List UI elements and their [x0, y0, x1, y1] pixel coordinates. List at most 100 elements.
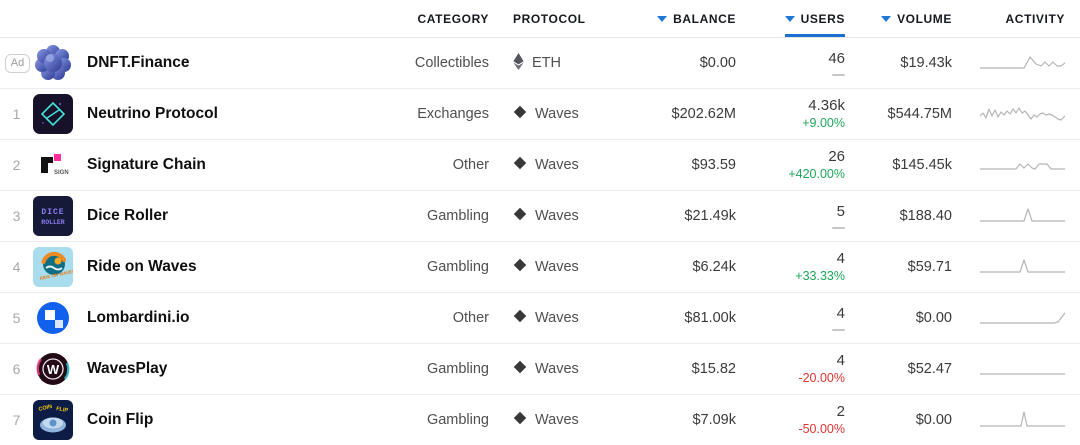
waves-icon — [513, 309, 527, 323]
dapp-name[interactable]: Ride on Waves — [87, 258, 197, 275]
rank-cell: 2 — [12, 157, 21, 173]
activity-cell — [952, 52, 1080, 74]
protocol-cell: ETH — [489, 52, 640, 74]
svg-text:COIN: COIN — [38, 404, 53, 413]
table-row[interactable]: 3 DICE ROLLER Dice Roller Gambling Waves… — [0, 191, 1080, 242]
dapp-name[interactable]: DNFT.Finance — [87, 54, 190, 71]
protocol-cell: Waves — [489, 156, 640, 174]
table-row[interactable]: 6 W WavesPlay Gambling Waves $15.82 4 -2… — [0, 344, 1080, 395]
users-value: 2 — [836, 402, 845, 420]
activity-sparkline — [980, 373, 1065, 375]
activity-sparkline — [980, 107, 1065, 121]
users-cell: 4.36k +9.00% — [736, 97, 845, 132]
balance-sort-control[interactable]: BALANCE — [657, 0, 736, 37]
dapp-name[interactable]: WavesPlay — [87, 360, 168, 377]
app-icon-cell — [33, 43, 87, 83]
volume-value: $0.00 — [915, 412, 952, 428]
protocol-icon — [513, 207, 527, 225]
rank-cell: Ad — [0, 53, 33, 74]
dapp-name[interactable]: Signature Chain — [87, 156, 206, 173]
users-change — [832, 73, 845, 76]
users-value: 4 — [836, 351, 845, 369]
table-row[interactable]: 4 RIDE ON WAVES Ride on Waves Gambling W… — [0, 242, 1080, 293]
column-header-category: CATEGORY — [329, 0, 489, 37]
app-icon-cell — [33, 94, 87, 134]
category-value: Gambling — [426, 259, 489, 275]
app-icon-cell: W — [33, 349, 87, 389]
dapp-name[interactable]: Coin Flip — [87, 411, 154, 428]
category-value: Gambling — [426, 412, 489, 428]
dapp-name[interactable]: Lombardini.io — [87, 309, 190, 326]
sort-triangle-icon — [784, 15, 795, 22]
protocol-cell: Waves — [489, 411, 640, 429]
dapp-name[interactable]: Dice Roller — [87, 207, 168, 224]
table-header: CATEGORY PROTOCOL BALANCE USERS VOLUME A… — [0, 0, 1080, 38]
activity-sparkline — [980, 312, 1065, 324]
protocol-icon — [513, 309, 527, 327]
balance-value: $0.00 — [699, 55, 736, 71]
dapp-name[interactable]: Neutrino Protocol — [87, 105, 218, 122]
activity-cell — [952, 409, 1080, 431]
volume-sort-control[interactable]: VOLUME — [881, 0, 952, 37]
lombardini-icon — [37, 302, 69, 334]
users-cell: 5 — [736, 203, 845, 229]
rank-cell: 6 — [12, 361, 21, 377]
users-change: -50.00% — [798, 422, 845, 437]
table-row[interactable]: Ad DNFT.Finance Collectibles ETH $0.00 4… — [0, 38, 1080, 89]
users-cell: 4 -20.00% — [736, 352, 845, 387]
protocol-header-label: PROTOCOL — [513, 11, 586, 26]
table-body: Ad DNFT.Finance Collectibles ETH $0.00 4… — [0, 38, 1080, 445]
svg-text:W: W — [47, 362, 60, 377]
balance-value: $15.82 — [691, 361, 736, 377]
protocol-value: Waves — [535, 208, 579, 224]
ride-on-waves-icon: RIDE ON WAVES — [33, 247, 73, 287]
rank-cell: 5 — [12, 310, 21, 326]
volume-value: $145.45k — [892, 157, 952, 173]
users-sort-control[interactable]: USERS — [784, 0, 846, 37]
column-header-activity: ACTIVITY — [952, 0, 1080, 37]
volume-value: $544.75M — [887, 106, 953, 122]
volume-value: $52.47 — [907, 361, 952, 377]
protocol-cell: Waves — [489, 360, 640, 378]
svg-text:DICE: DICE — [41, 208, 64, 217]
volume-value: $19.43k — [900, 55, 952, 71]
category-value: Exchanges — [417, 106, 489, 122]
svg-text:ROLLER: ROLLER — [41, 219, 65, 226]
protocol-value: Waves — [535, 310, 579, 326]
rank-cell: 3 — [12, 208, 21, 224]
activity-sparkline — [980, 208, 1065, 222]
activity-cell — [952, 307, 1080, 329]
protocol-icon — [513, 360, 527, 378]
column-header-balance[interactable]: BALANCE — [640, 0, 736, 37]
table-row[interactable]: 2 SIGN Signature Chain Other Waves $93.5… — [0, 140, 1080, 191]
volume-value: $0.00 — [915, 310, 952, 326]
header-icon-spacer — [33, 0, 87, 37]
column-header-volume[interactable]: VOLUME — [845, 0, 952, 37]
users-value: 46 — [828, 50, 845, 68]
activity-sparkline — [980, 259, 1065, 273]
users-value: 4 — [836, 305, 845, 323]
volume-value: $59.71 — [907, 259, 952, 275]
table-row[interactable]: 7 COIN FLIP Coin Flip Gambling Waves $7.… — [0, 395, 1080, 445]
category-value: Gambling — [426, 361, 489, 377]
category-value: Collectibles — [414, 55, 489, 71]
category-value: Other — [452, 157, 489, 173]
app-icon-cell: SIGN — [33, 145, 87, 185]
activity-header-label: ACTIVITY — [1005, 11, 1065, 26]
balance-value: $7.09k — [692, 412, 736, 428]
users-value: 26 — [828, 147, 845, 165]
protocol-cell: Waves — [489, 258, 640, 276]
dice-roller-icon: DICE ROLLER — [33, 196, 73, 236]
header-name-spacer — [87, 0, 329, 37]
column-header-users[interactable]: USERS — [736, 0, 846, 37]
table-row[interactable]: 1 Neutrino Protocol Exchanges Waves $202… — [0, 89, 1080, 140]
neutrino-protocol-icon — [33, 94, 73, 134]
protocol-value: ETH — [532, 55, 561, 71]
protocol-value: Waves — [535, 361, 579, 377]
protocol-value: Waves — [535, 259, 579, 275]
table-row[interactable]: 5 Lombardini.io Other Waves $81.00k 4 $0… — [0, 293, 1080, 344]
eth-icon — [513, 52, 524, 70]
app-icon-cell — [33, 298, 87, 338]
users-cell: 26 +420.00% — [736, 148, 845, 183]
